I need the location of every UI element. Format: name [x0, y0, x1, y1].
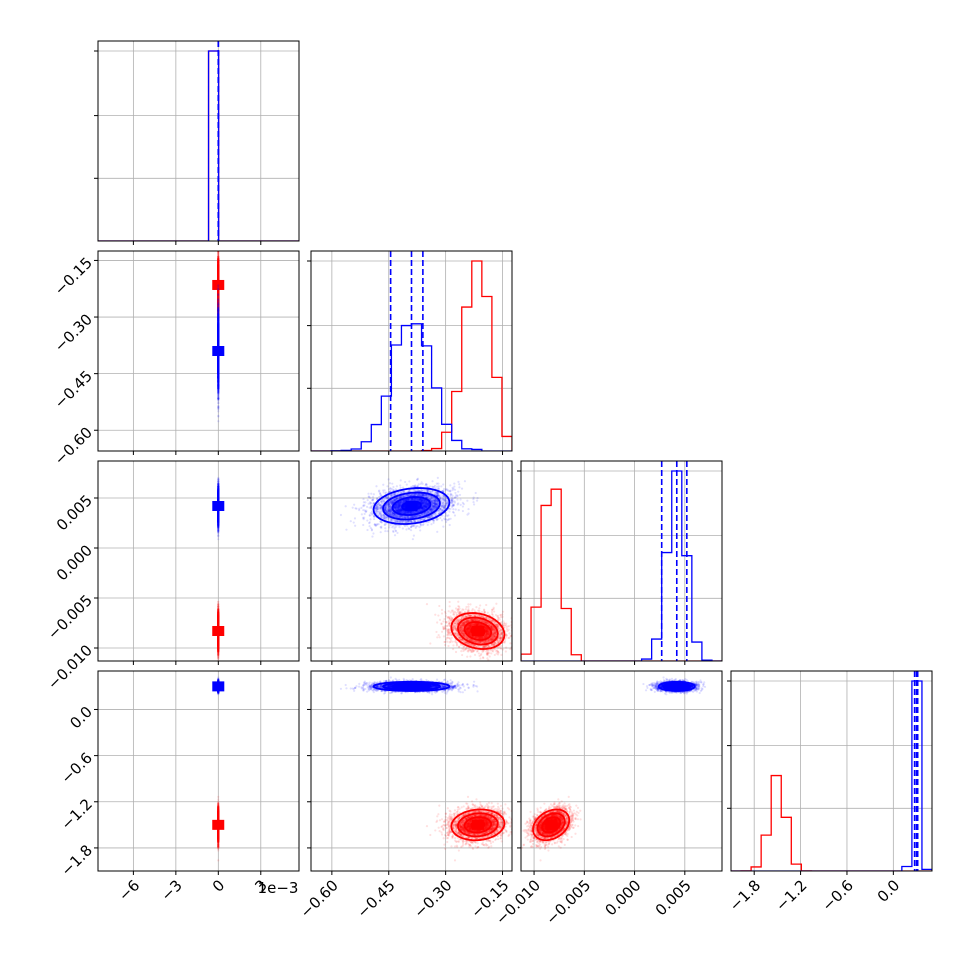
- scatter-point: [217, 252, 220, 255]
- axes-frame: [97, 40, 300, 242]
- scatter-point: [217, 254, 220, 257]
- scatter-point: [217, 414, 220, 417]
- scatter-point: [217, 253, 220, 256]
- scatter-point: [217, 296, 220, 299]
- scatter-point: [217, 252, 220, 255]
- scatter-series-0: [212, 251, 225, 337]
- scatter-point: [217, 402, 220, 405]
- scatter-point: [217, 253, 220, 256]
- scatter-point: [217, 255, 220, 259]
- panel-1-0: −0.60−0.45−0.30−0.15: [51, 250, 300, 469]
- scatter-point: [217, 293, 220, 296]
- panel-0-0: [94, 40, 300, 245]
- scatter-point: [217, 256, 220, 259]
- scatter-point: [217, 310, 220, 314]
- scatter-point: [217, 255, 220, 258]
- scatter-point: [217, 310, 220, 314]
- scatter-point: [217, 252, 220, 255]
